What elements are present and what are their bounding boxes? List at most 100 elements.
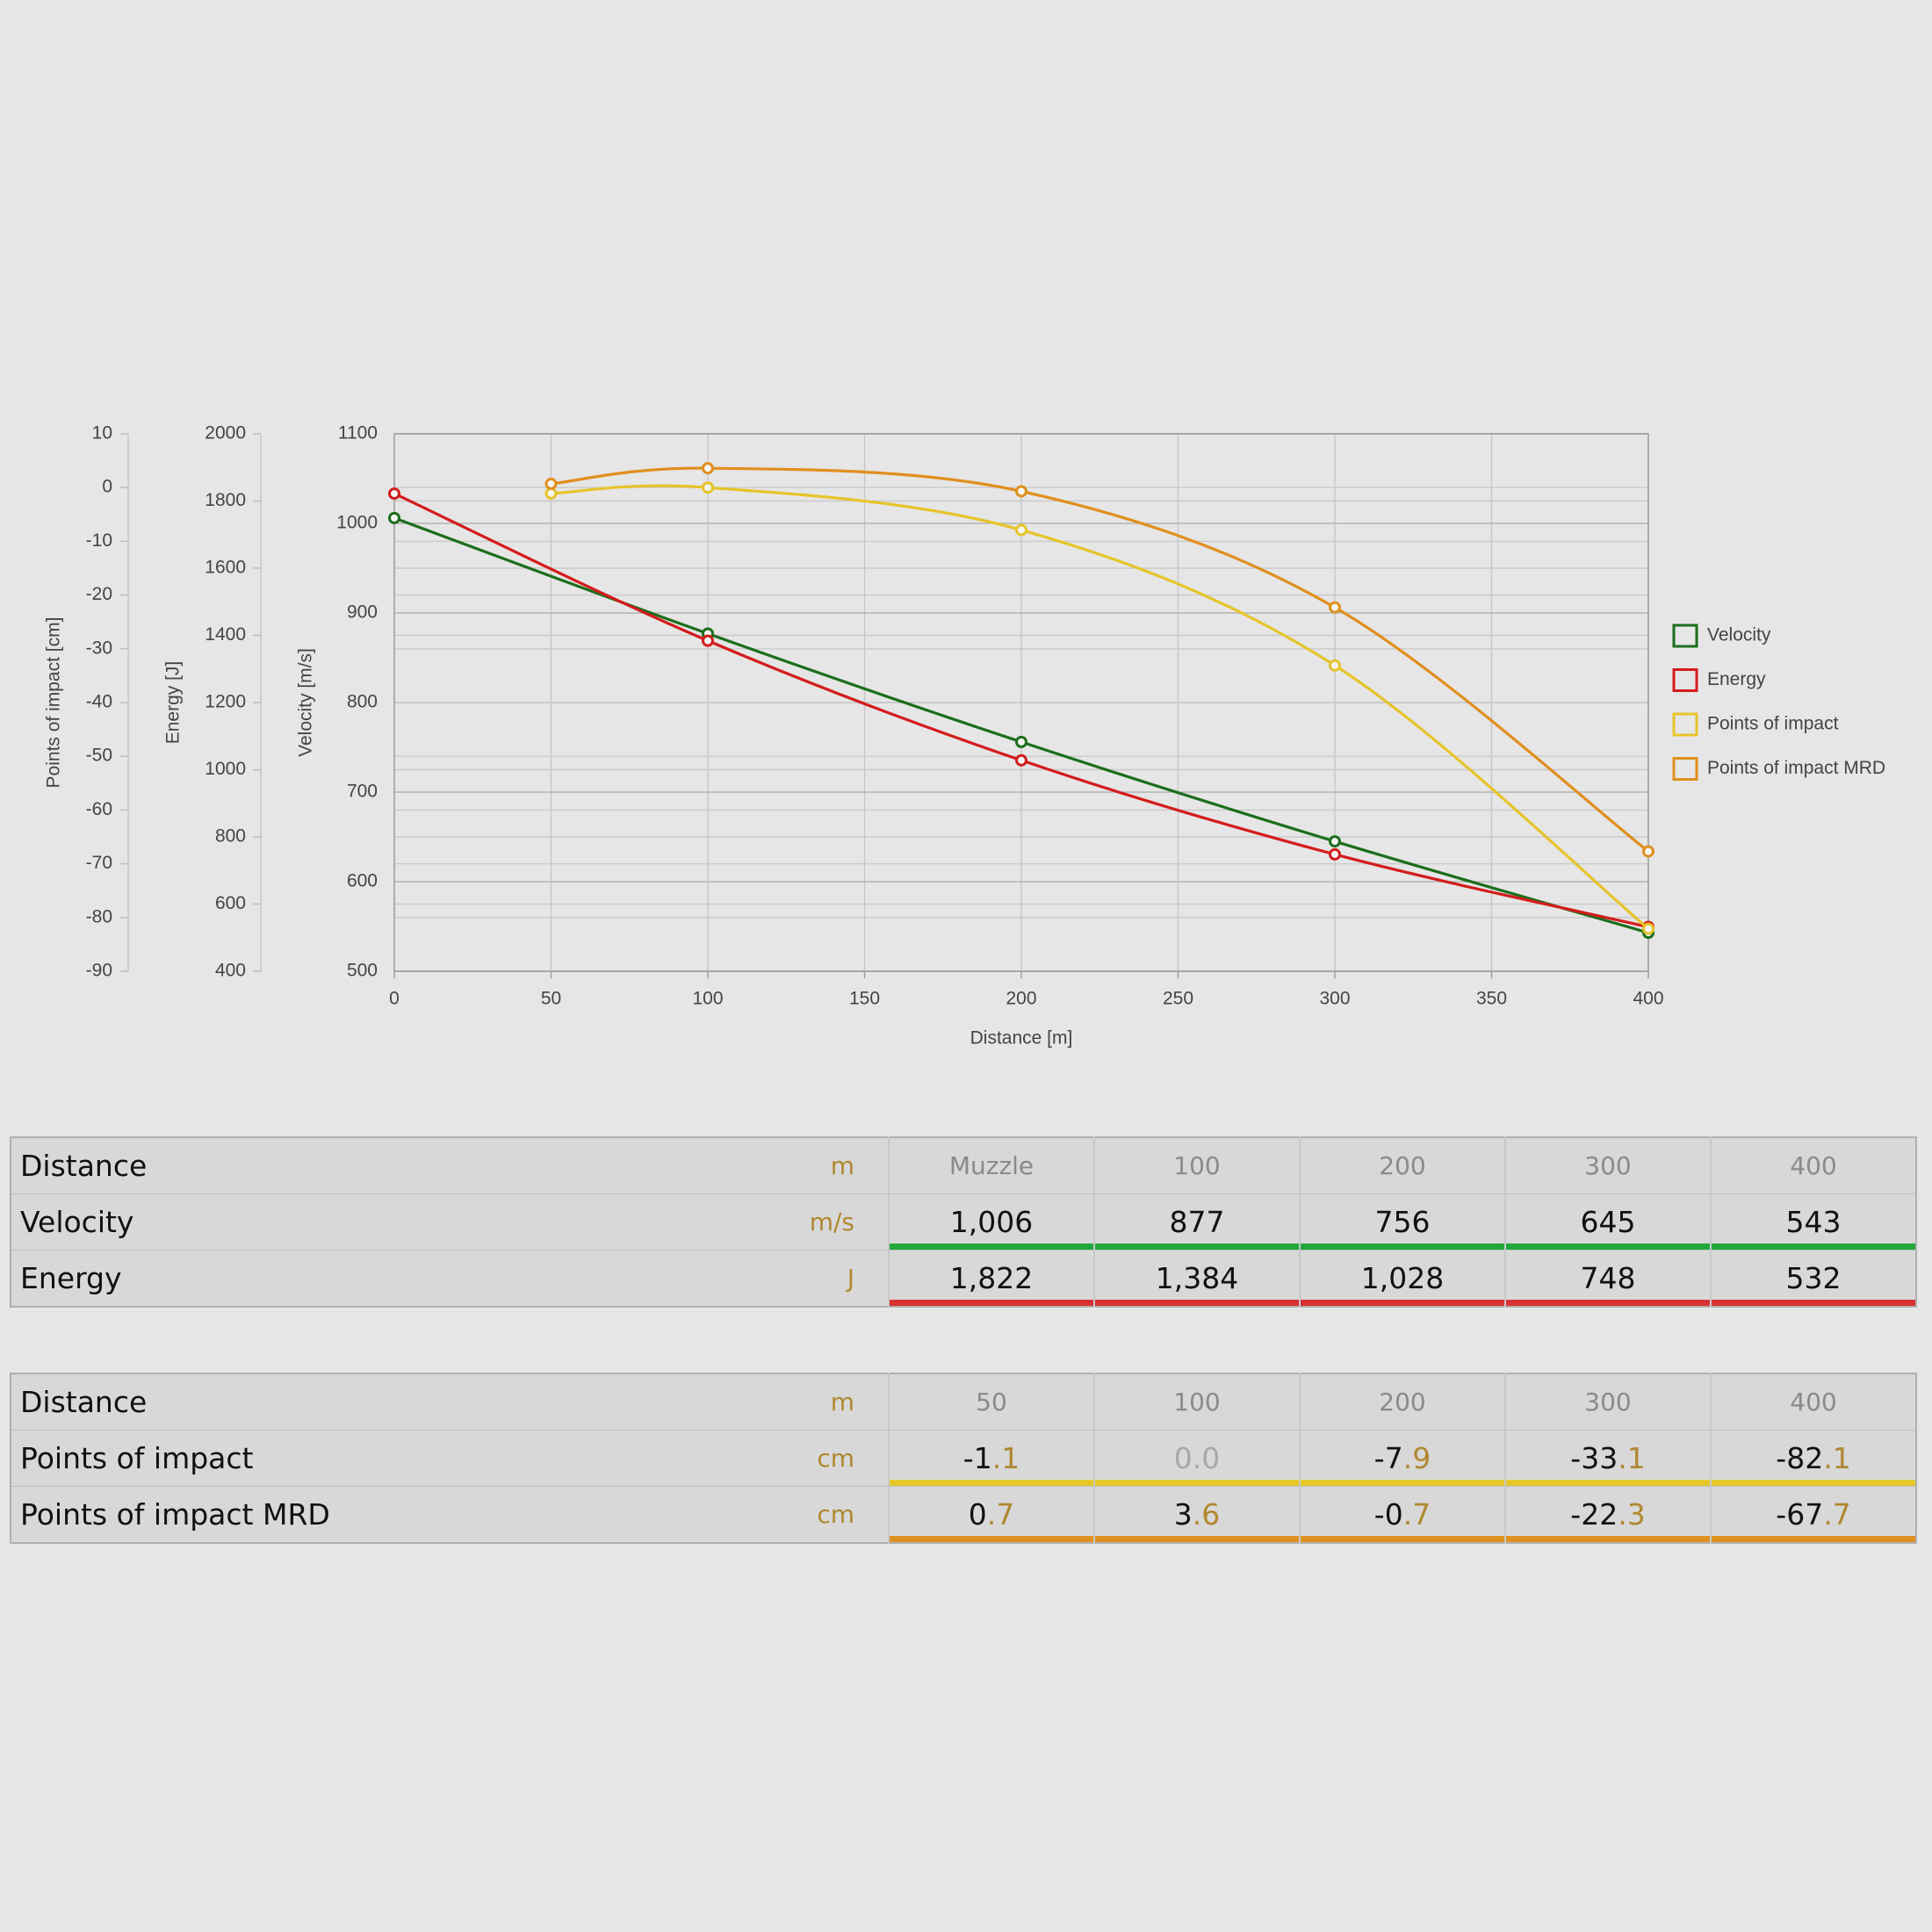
x-tick-label: 300: [1319, 989, 1350, 1009]
point: [1015, 753, 1027, 767]
value-cell: 877: [1093, 1193, 1300, 1251]
x-tick-label: 100: [692, 989, 723, 1009]
point: [702, 462, 714, 475]
x-tick-label: 200: [1006, 989, 1036, 1009]
row-label: Distance: [11, 1373, 643, 1431]
y-tick-label: 1200: [205, 692, 246, 712]
value-cell: -82.1: [1710, 1430, 1916, 1487]
header-row: Distance m Muzzle 100 200 300 400: [11, 1136, 1916, 1194]
header-cell: 100: [1093, 1136, 1300, 1194]
value-cell: -33.1: [1504, 1430, 1711, 1487]
y-tick-label: 600: [215, 893, 246, 913]
point: [544, 477, 558, 490]
y-axis-title: Velocity [m/s]: [296, 648, 316, 757]
y-tick-label: 1800: [205, 490, 246, 510]
value-cell: -22.3: [1504, 1486, 1711, 1543]
legend-swatch: [1672, 624, 1698, 648]
y-tick-label: -20: [86, 584, 112, 604]
y-tick-label: -80: [86, 906, 112, 926]
value-cell: 645: [1504, 1193, 1711, 1251]
point: [1642, 922, 1654, 935]
series-line: [551, 466, 1649, 853]
y-tick-label: 600: [347, 871, 378, 891]
y-tick-label: -10: [86, 530, 112, 551]
row-label: Velocity: [11, 1193, 643, 1251]
point: [388, 487, 400, 501]
header-cell: 100: [1093, 1373, 1300, 1431]
value-cell: -1.1: [888, 1430, 1094, 1487]
y-axis-title: Points of impact [cm]: [44, 617, 64, 789]
header-cell: 200: [1299, 1373, 1505, 1431]
legend-label: Points of impact: [1707, 714, 1839, 734]
legend-label: Velocity: [1707, 625, 1771, 645]
y-tick-label: 800: [347, 692, 378, 712]
header-cell: 300: [1504, 1373, 1711, 1431]
row-label: Points of impact MRD: [11, 1486, 643, 1543]
y-tick-label: 1000: [336, 513, 378, 533]
y-tick-label: 1000: [205, 759, 246, 779]
data-row: Points of impact cm -1.1 0.0 -7.9 -33.1 -82.1: [11, 1430, 1916, 1487]
x-tick-label: 350: [1476, 989, 1507, 1009]
header-cell: 200: [1299, 1136, 1505, 1194]
y-tick-label: -50: [86, 746, 112, 766]
point: [702, 634, 714, 647]
row-label: Points of impact: [11, 1430, 643, 1487]
value-cell: 1,384: [1093, 1250, 1300, 1307]
header-cell: 50: [888, 1373, 1094, 1431]
y-tick-label: 800: [215, 826, 246, 847]
point: [1015, 485, 1027, 498]
header-cell: 300: [1504, 1136, 1711, 1194]
y-tick-label: -90: [86, 961, 112, 981]
table: Distance m 50 100 200 300 400 Points of impact c…: [10, 1373, 1917, 1544]
value-cell: 543: [1710, 1193, 1916, 1251]
header-cell: Muzzle: [888, 1136, 1094, 1194]
x-tick-label: 50: [541, 989, 561, 1009]
value-cell: 756: [1299, 1193, 1505, 1251]
y-tick-label: 700: [347, 782, 378, 802]
value-cell: 1,006: [888, 1193, 1094, 1251]
data-row: Energy J 1,822 1,384 1,028 748 532: [11, 1250, 1916, 1307]
value-cell: 532: [1710, 1250, 1916, 1307]
point: [702, 481, 714, 494]
value-cell: -0.7: [1299, 1486, 1505, 1543]
value-cell: 0.7: [888, 1486, 1094, 1543]
value-cell: -67.7: [1710, 1486, 1916, 1543]
point: [1329, 847, 1341, 861]
y-tick-label: 0: [102, 477, 112, 497]
x-tick-label: 400: [1633, 989, 1663, 1009]
x-tick-label: 0: [389, 989, 400, 1009]
y-tick-label: -40: [86, 692, 112, 712]
y-tick-label: -70: [86, 853, 112, 873]
y-axis-title: Energy [J]: [163, 661, 184, 745]
point: [1015, 523, 1027, 537]
y-tick-label: -30: [86, 638, 112, 658]
y-tick-label: 400: [215, 961, 246, 981]
x-tick-label: 250: [1163, 989, 1193, 1009]
x-axis-title: Distance [m]: [970, 1028, 1073, 1049]
header-cell: 400: [1710, 1136, 1916, 1194]
point: [388, 511, 400, 524]
y-tick-label: 500: [347, 961, 378, 981]
y-tick-label: 1100: [338, 423, 378, 443]
unit: m: [643, 1373, 889, 1431]
value-cell: 748: [1504, 1250, 1711, 1307]
value-cell: -7.9: [1299, 1430, 1505, 1487]
unit: J: [643, 1250, 889, 1307]
x-tick-label: 150: [849, 989, 880, 1009]
y-tick-label: 2000: [205, 423, 246, 443]
legend-swatch: [1672, 712, 1698, 737]
data-row: Velocity m/s 1,006 877 756 645 543: [11, 1193, 1916, 1251]
plot-border: [393, 433, 1649, 972]
y-tick-label: -60: [86, 799, 112, 819]
point: [1329, 659, 1341, 672]
value-cell: 1,822: [888, 1250, 1094, 1307]
value-cell: 3.6: [1093, 1486, 1300, 1543]
y-tick-label: 10: [92, 423, 112, 443]
point: [1642, 845, 1654, 858]
row-label: Distance: [11, 1136, 643, 1194]
unit: m/s: [643, 1193, 889, 1251]
legend-swatch: [1672, 668, 1698, 692]
value-cell: 0.0: [1093, 1430, 1300, 1487]
